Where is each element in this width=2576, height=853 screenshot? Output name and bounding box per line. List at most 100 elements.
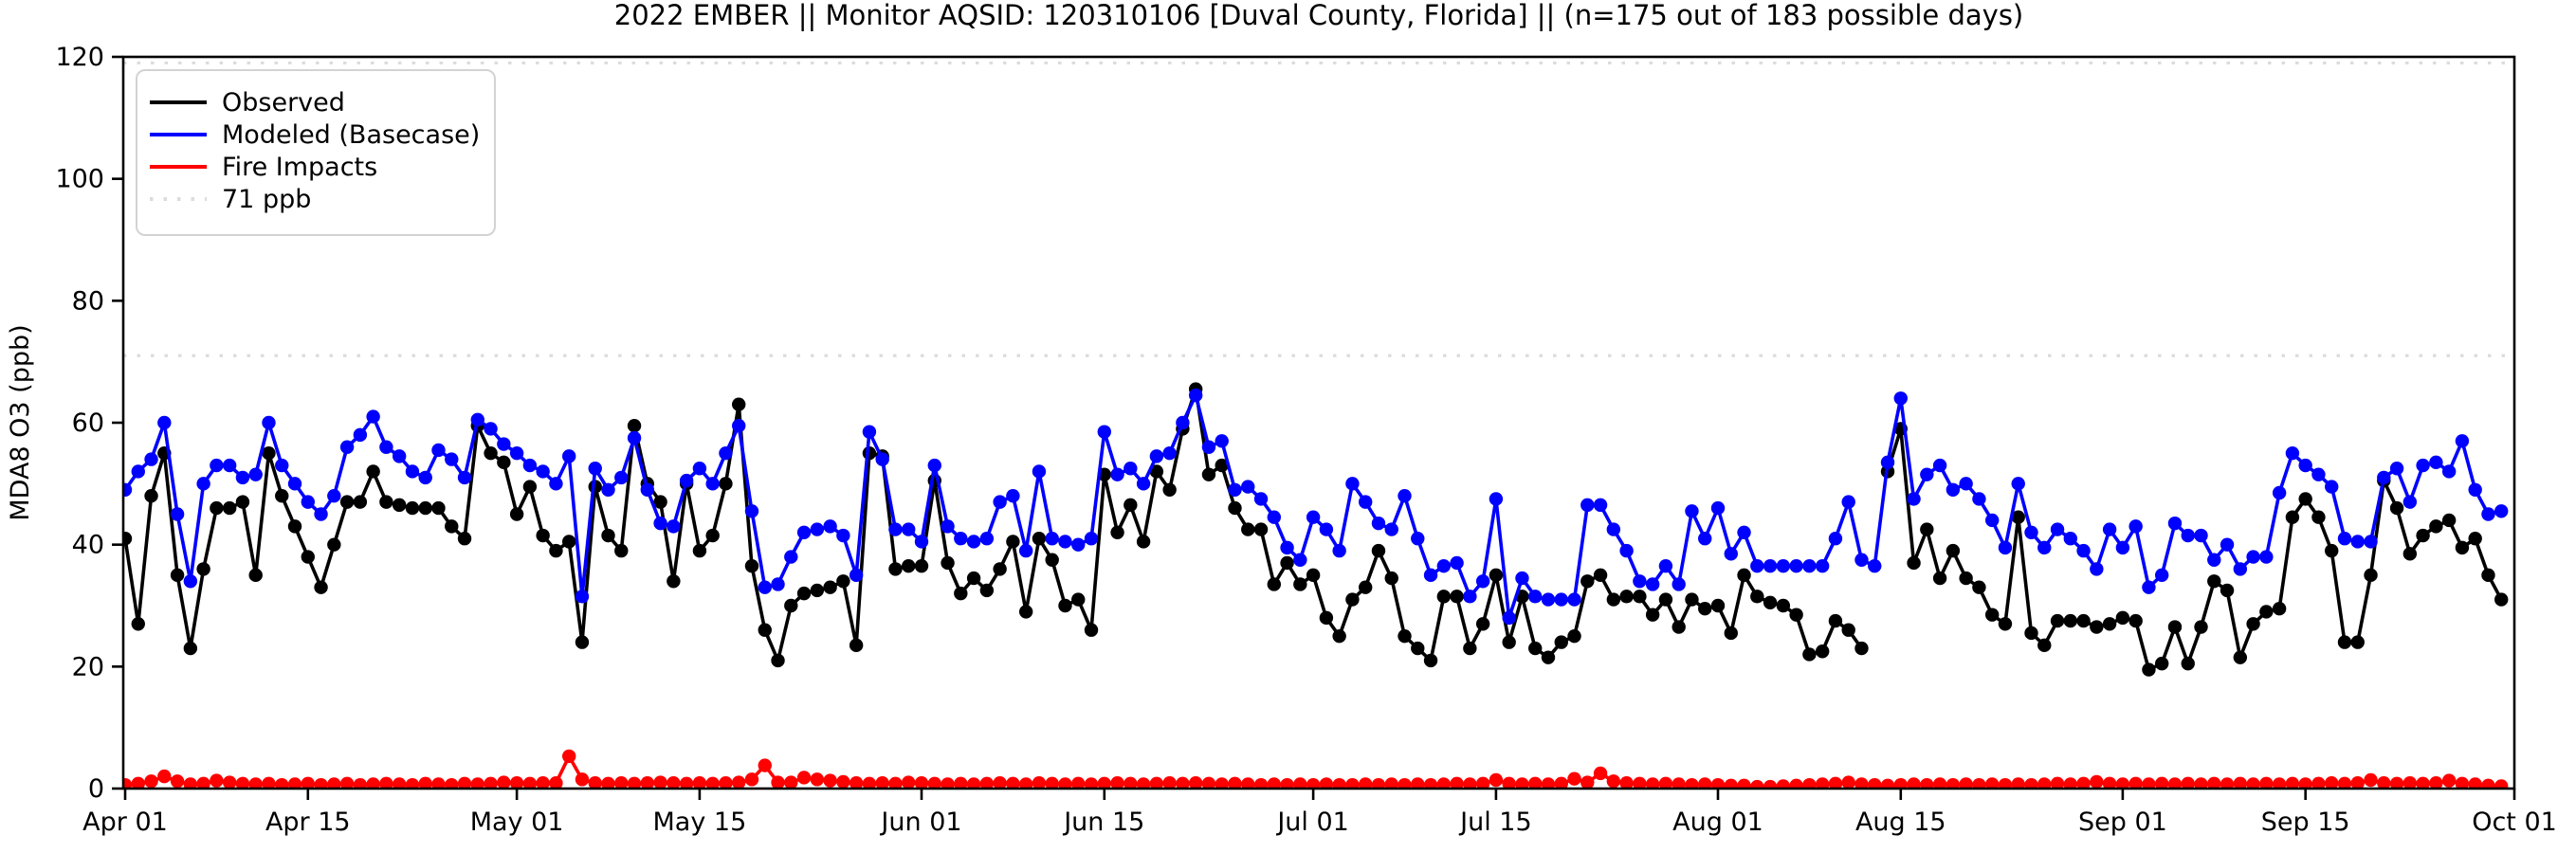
modeled-basecase-marker — [509, 445, 524, 461]
modeled-basecase-marker — [287, 477, 302, 491]
modeled-basecase-marker — [979, 532, 995, 546]
observed-marker — [784, 598, 798, 613]
observed-marker — [1554, 635, 1568, 649]
modeled-basecase-marker — [1241, 480, 1255, 494]
modeled-basecase-marker — [170, 507, 185, 521]
fire-impacts-marker — [1854, 777, 1869, 789]
fire-impacts-marker — [667, 776, 681, 789]
modeled-basecase-marker — [1345, 477, 1360, 491]
y-axis-label: MDA8 O3 (ppb) — [6, 324, 35, 520]
observed-marker — [1920, 522, 1934, 536]
modeled-basecase-marker — [1880, 455, 1895, 470]
modeled-basecase-marker — [1018, 543, 1033, 558]
modeled-basecase-marker — [379, 440, 393, 454]
modeled-basecase-marker — [2468, 482, 2482, 497]
fire-impacts-marker — [339, 776, 355, 789]
observed-marker — [614, 543, 629, 558]
observed-marker — [131, 617, 145, 631]
observed-marker — [1398, 628, 1412, 644]
observed-marker — [1293, 577, 1307, 591]
fire-impacts-marker — [2246, 777, 2260, 789]
modeled-basecase-marker — [1580, 498, 1595, 513]
modeled-basecase-marker — [314, 507, 328, 521]
observed-marker — [2481, 568, 2495, 583]
modeled-basecase-marker — [954, 532, 968, 546]
modeled-basecase-marker — [1685, 504, 1699, 518]
observed-marker — [2037, 638, 2052, 653]
modeled-basecase-marker — [1946, 482, 1961, 497]
fire-impacts-marker — [484, 776, 498, 789]
modeled-basecase-marker — [1541, 592, 1556, 607]
fire-impacts-marker — [2416, 776, 2430, 789]
modeled-basecase-marker — [2194, 528, 2208, 543]
fire-impacts-marker — [1306, 777, 1321, 789]
modeled-basecase-marker — [966, 535, 981, 549]
fire-impacts-marker — [1893, 777, 1908, 789]
modeled-basecase-marker — [366, 409, 380, 424]
modeled-basecase-marker — [1763, 558, 1778, 573]
modeled-basecase-marker — [1828, 532, 1843, 546]
fire-impacts-marker — [1371, 777, 1386, 789]
modeled-basecase-marker — [222, 458, 237, 473]
modeled-basecase-marker — [601, 482, 615, 497]
modeled-basecase-marker — [1032, 464, 1047, 479]
observed-marker — [1633, 590, 1647, 604]
modeled-basecase-marker — [1398, 489, 1412, 503]
observed-marker — [1645, 608, 1660, 622]
modeled-basecase-marker — [123, 482, 133, 497]
observed-marker — [522, 480, 538, 494]
observed-marker — [1110, 525, 1124, 539]
fire-impacts-marker — [509, 776, 524, 789]
x-tick-label: Sep 15 — [2261, 808, 2350, 837]
modeled-basecase-marker — [1253, 492, 1269, 506]
modeled-basecase-marker — [575, 590, 590, 604]
modeled-basecase-marker — [2441, 464, 2457, 479]
fire-impacts-marker — [1841, 775, 1855, 789]
x-tick-label: May 01 — [470, 808, 564, 837]
fire-impacts-marker — [2455, 776, 2470, 789]
modeled-basecase-marker — [1201, 440, 1216, 454]
fire-impacts-marker — [849, 776, 864, 789]
modeled-basecase-marker — [1450, 555, 1464, 571]
modeled-basecase-marker — [1698, 532, 1712, 546]
observed-marker — [445, 519, 459, 534]
modeled-basecase-marker — [405, 464, 420, 479]
observed-marker — [1280, 555, 1294, 571]
modeled-basecase-marker — [2011, 477, 2025, 491]
fire-impacts-marker — [2142, 777, 2156, 789]
observed-marker — [144, 489, 158, 503]
fire-impacts-marker — [2076, 776, 2091, 789]
observed-marker — [2364, 568, 2378, 583]
observed-marker — [2272, 602, 2287, 616]
modeled-basecase-marker — [2285, 445, 2300, 461]
fire-impacts-marker — [2259, 776, 2274, 789]
observed-marker — [1685, 592, 1699, 607]
modeled-basecase-marker — [744, 504, 759, 518]
observed-marker — [1423, 653, 1438, 668]
fire-impacts-marker — [1450, 776, 1464, 789]
observed-marker — [1384, 571, 1398, 586]
fire-impacts-marker — [1528, 776, 1543, 789]
modeled-basecase-marker — [692, 462, 707, 476]
modeled-basecase-marker — [1332, 543, 1346, 558]
modeled-basecase-marker — [1776, 558, 1791, 573]
modeled-basecase-marker — [1228, 482, 1242, 497]
observed-marker — [536, 528, 550, 543]
fire-impacts-marker — [705, 776, 720, 789]
observed-marker — [1253, 522, 1269, 536]
fire-impacts-marker — [732, 775, 746, 789]
observed-marker — [1984, 608, 2000, 622]
legend-item-observed: Observed — [150, 88, 345, 118]
fire-impacts-marker — [875, 776, 889, 789]
observed-marker — [575, 635, 590, 649]
fire-impacts-marker — [575, 772, 590, 787]
observed-marker — [1672, 620, 1686, 634]
modeled-basecase-marker — [1854, 553, 1869, 567]
observed-marker — [2233, 650, 2248, 664]
observed-marker — [1658, 592, 1673, 607]
observed-marker — [1802, 647, 1817, 662]
fire-impacts-marker — [1280, 777, 1294, 789]
modeled-basecase-marker — [2115, 540, 2130, 555]
fire-impacts-marker — [235, 776, 250, 789]
